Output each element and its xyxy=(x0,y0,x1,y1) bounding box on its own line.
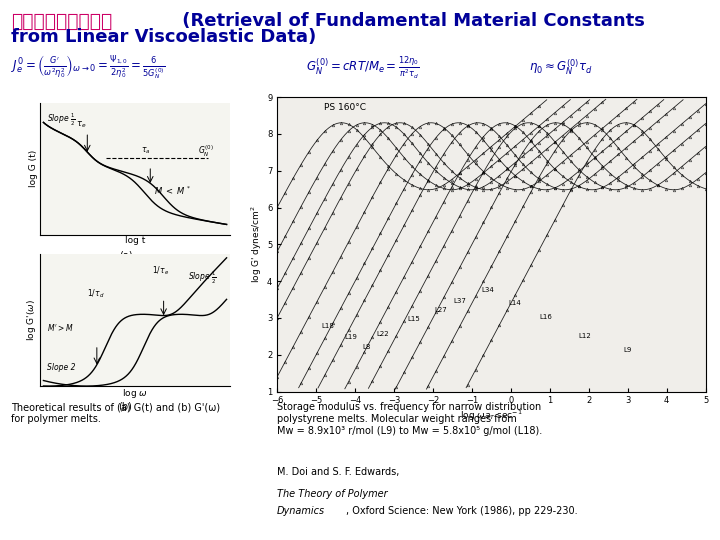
Text: L19: L19 xyxy=(345,334,358,341)
Text: (b): (b) xyxy=(119,402,132,412)
Text: Slope 2: Slope 2 xyxy=(48,363,76,372)
Text: Slope $\frac{1}{2}$: Slope $\frac{1}{2}$ xyxy=(189,270,217,286)
Text: $\eta_0 \approx G_N^{(0)}\tau_d$: $\eta_0 \approx G_N^{(0)}\tau_d$ xyxy=(529,58,593,77)
Text: , Oxford Science: New York (1986), pp 229-230.: , Oxford Science: New York (1986), pp 22… xyxy=(346,506,577,516)
Text: (a): (a) xyxy=(119,251,132,261)
Text: L9: L9 xyxy=(624,347,632,353)
Text: L37: L37 xyxy=(454,298,467,303)
Text: $G_N^{(0)}$: $G_N^{(0)}$ xyxy=(198,144,214,159)
Y-axis label: log G'($\omega$): log G'($\omega$) xyxy=(25,299,38,341)
Text: L16: L16 xyxy=(539,314,552,320)
Text: $\tau_a$: $\tau_a$ xyxy=(140,146,150,157)
Text: $\tau_e \sim M^0$
$\tau_d \sim M^3$: $\tau_e \sim M^0$ $\tau_d \sim M^3$ xyxy=(126,132,166,166)
Text: L22: L22 xyxy=(376,331,389,337)
Text: Dynamics: Dynamics xyxy=(277,506,325,516)
X-axis label: log $\omega a_T$ sec$^{-1}$: log $\omega a_T$ sec$^{-1}$ xyxy=(460,408,523,422)
Text: (Retrieval of Fundamental Material Constants: (Retrieval of Fundamental Material Const… xyxy=(176,12,645,30)
Text: $1/\tau_e$: $1/\tau_e$ xyxy=(152,265,169,277)
Text: L27: L27 xyxy=(434,307,447,313)
Text: The Theory of Polymer: The Theory of Polymer xyxy=(277,489,388,499)
Y-axis label: log G' dynes/cm$^2$: log G' dynes/cm$^2$ xyxy=(250,205,264,284)
Text: L18: L18 xyxy=(321,323,334,329)
Text: $\tau_e$: $\tau_e$ xyxy=(76,119,86,130)
Text: $G_N^{(0)} = cRT / M_e = \frac{12\eta_0}{\pi^2\tau_d}$: $G_N^{(0)} = cRT / M_e = \frac{12\eta_0}… xyxy=(306,54,420,81)
Text: Storage modulus vs. frequency for narrow distribution
polystyrene melts. Molecul: Storage modulus vs. frequency for narrow… xyxy=(277,402,542,435)
Text: L14: L14 xyxy=(508,300,521,306)
Text: Slope $\frac{1}{2}$: Slope $\frac{1}{2}$ xyxy=(48,112,76,129)
Text: Theoretical results of (a) G(t) and (b) G'(ω)
for polymer melts.: Theoretical results of (a) G(t) and (b) … xyxy=(11,402,220,424)
X-axis label: log t: log t xyxy=(125,237,145,245)
Text: $M \ < \ M^*$: $M \ < \ M^*$ xyxy=(154,185,191,197)
Text: PS 160°C: PS 160°C xyxy=(324,103,366,112)
Text: $1/\tau_d$: $1/\tau_d$ xyxy=(87,287,104,300)
Text: L12: L12 xyxy=(578,333,591,339)
Y-axis label: log G (t): log G (t) xyxy=(30,150,38,187)
Text: 基礎流變參數的取得: 基礎流變參數的取得 xyxy=(11,12,112,31)
Text: M. Doi and S. F. Edwards,: M. Doi and S. F. Edwards, xyxy=(277,467,402,477)
Text: from Linear Viscoelastic Data): from Linear Viscoelastic Data) xyxy=(11,28,316,46)
Text: $J_e^0 = \left(\frac{G'}{\omega^2\eta_0^2}\right)_{\omega\to 0}= \frac{\Psi_{1,0: $J_e^0 = \left(\frac{G'}{\omega^2\eta_0^… xyxy=(11,53,165,82)
X-axis label: log $\omega$: log $\omega$ xyxy=(122,388,148,401)
Text: L8: L8 xyxy=(363,343,371,350)
Text: L34: L34 xyxy=(481,287,494,293)
Text: L15: L15 xyxy=(407,316,420,322)
Text: $M' > M$: $M' > M$ xyxy=(48,321,74,333)
